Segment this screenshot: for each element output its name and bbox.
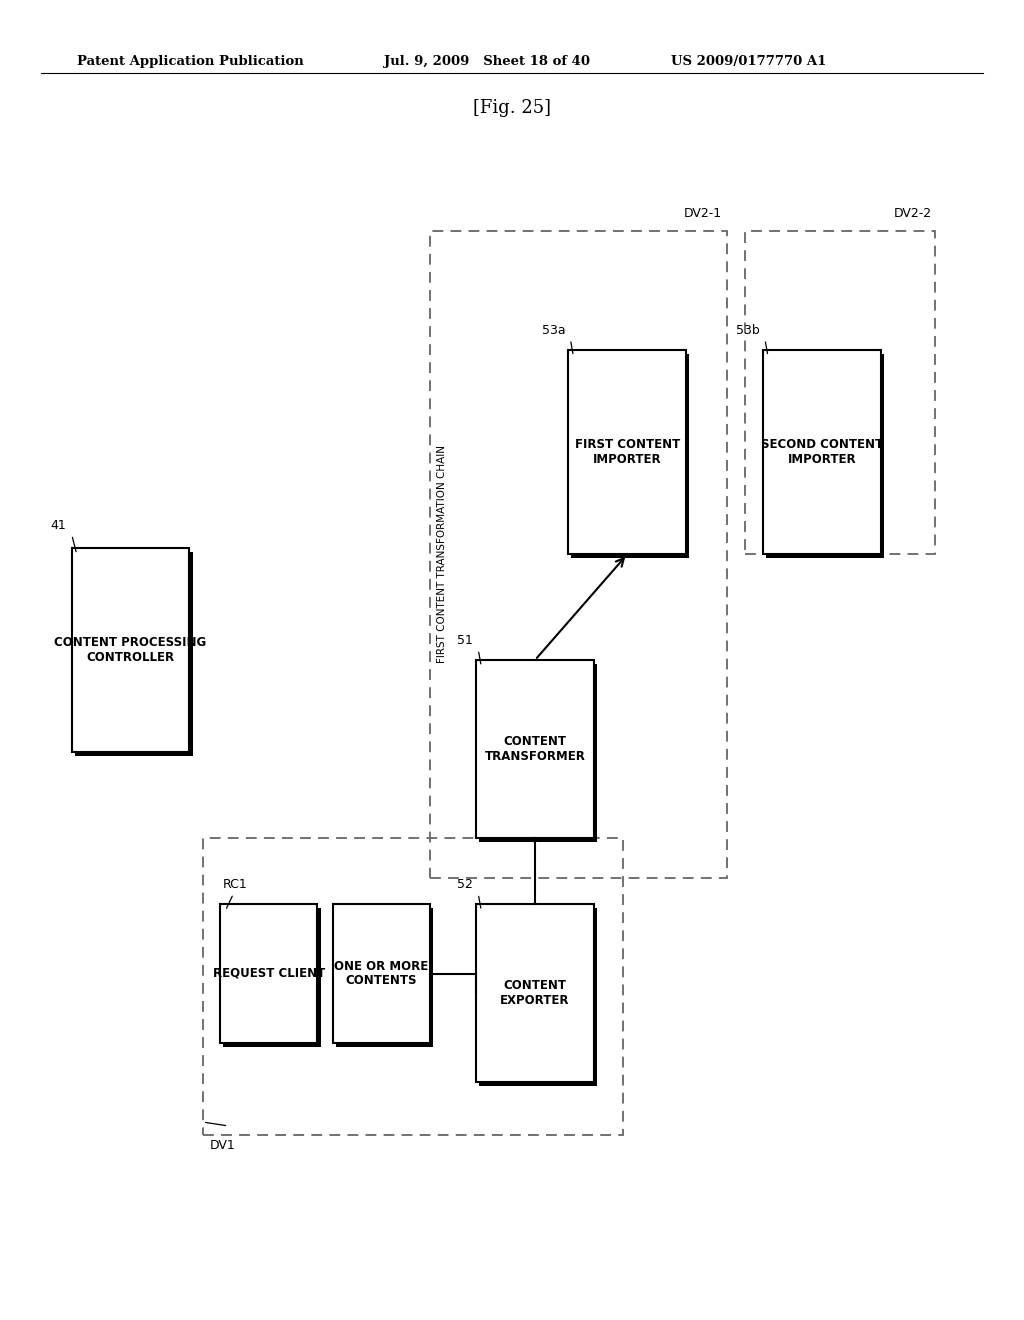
Text: US 2009/0177770 A1: US 2009/0177770 A1 xyxy=(671,55,826,69)
Bar xyxy=(476,660,594,838)
Bar xyxy=(763,350,881,554)
Bar xyxy=(571,354,689,558)
Bar xyxy=(745,231,935,554)
Bar xyxy=(479,908,597,1086)
Text: 53b: 53b xyxy=(736,323,760,337)
Text: REQUEST CLIENT: REQUEST CLIENT xyxy=(213,968,325,979)
Text: DV1: DV1 xyxy=(210,1139,236,1152)
Text: 41: 41 xyxy=(51,519,67,532)
Text: CONTENT
TRANSFORMER: CONTENT TRANSFORMER xyxy=(484,735,586,763)
Text: CONTENT PROCESSING
CONTROLLER: CONTENT PROCESSING CONTROLLER xyxy=(54,636,207,664)
Text: SECOND CONTENT
IMPORTER: SECOND CONTENT IMPORTER xyxy=(761,438,883,466)
Text: DV2-2: DV2-2 xyxy=(894,207,932,220)
Text: 53a: 53a xyxy=(542,323,565,337)
Bar xyxy=(203,838,623,1135)
Text: FIRST CONTENT TRANSFORMATION CHAIN: FIRST CONTENT TRANSFORMATION CHAIN xyxy=(437,445,447,664)
Bar xyxy=(766,354,884,558)
Text: Patent Application Publication: Patent Application Publication xyxy=(77,55,303,69)
Text: 52: 52 xyxy=(457,878,473,891)
Bar xyxy=(220,904,317,1043)
Bar xyxy=(333,904,430,1043)
Text: DV2-1: DV2-1 xyxy=(684,207,722,220)
Bar xyxy=(336,908,433,1047)
Bar xyxy=(75,552,193,756)
Text: Jul. 9, 2009   Sheet 18 of 40: Jul. 9, 2009 Sheet 18 of 40 xyxy=(384,55,590,69)
Text: ONE OR MORE
CONTENTS: ONE OR MORE CONTENTS xyxy=(334,960,429,987)
Bar xyxy=(430,231,727,878)
Bar xyxy=(479,664,597,842)
Text: FIRST CONTENT
IMPORTER: FIRST CONTENT IMPORTER xyxy=(574,438,680,466)
Text: [Fig. 25]: [Fig. 25] xyxy=(473,99,551,117)
Text: RC1: RC1 xyxy=(223,878,248,891)
Bar xyxy=(568,350,686,554)
Text: CONTENT
EXPORTER: CONTENT EXPORTER xyxy=(501,979,569,1007)
Bar xyxy=(476,904,594,1082)
Text: 51: 51 xyxy=(457,634,473,647)
Bar xyxy=(72,548,189,752)
Bar xyxy=(223,908,321,1047)
